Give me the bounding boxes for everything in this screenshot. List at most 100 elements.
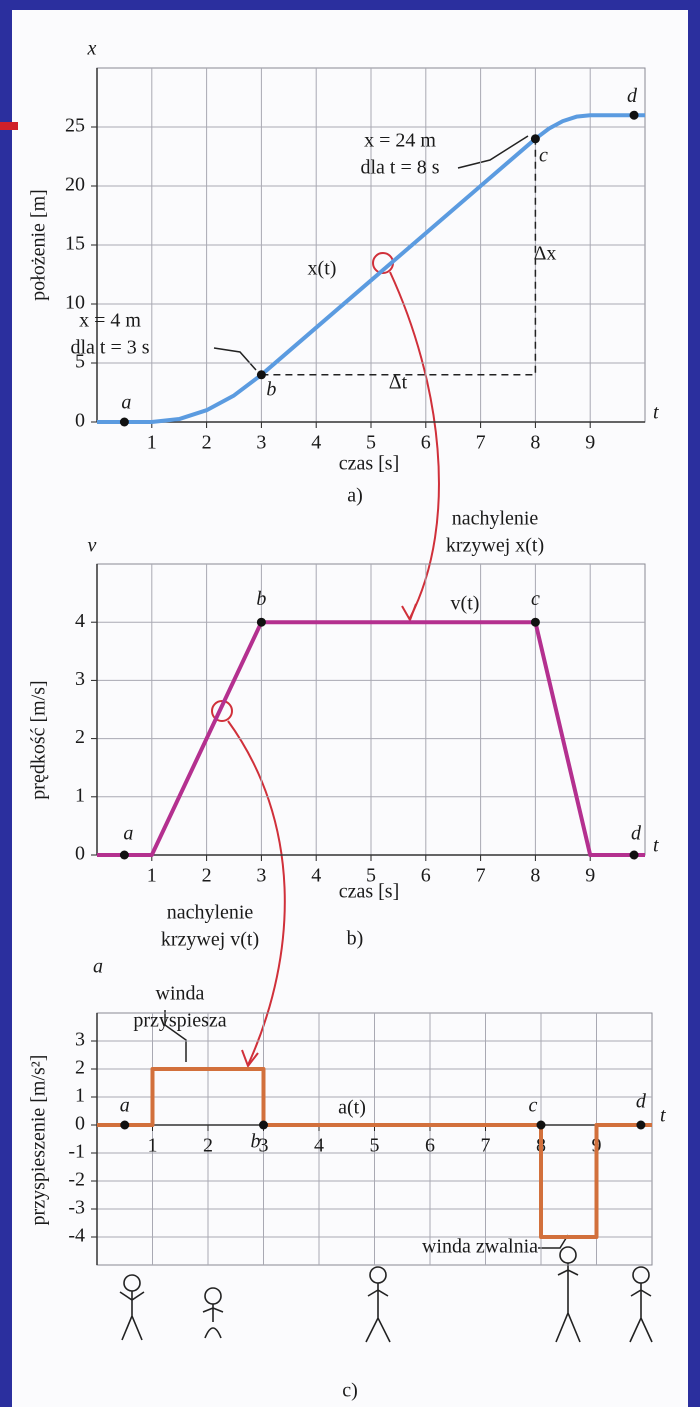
annotation: x(t) [308, 258, 337, 280]
slope-arrow [227, 720, 286, 1066]
leader-line [538, 1234, 569, 1249]
x-axis-label: czas [s] [339, 881, 400, 903]
stick-figures [119, 1246, 653, 1343]
x-tick-label: 8 [530, 865, 540, 887]
y-tick-label: 0 [75, 1113, 85, 1135]
x-tick-label: 5 [370, 1135, 380, 1157]
data-line [97, 1067, 652, 1239]
y-tick-label: 4 [75, 610, 85, 632]
x-tick-label: 5 [366, 865, 376, 887]
y-tick-label: 1 [75, 784, 85, 806]
caption: a) [347, 485, 363, 507]
point-label: a [121, 392, 131, 414]
x-tick-label: 4 [311, 865, 321, 887]
annotation: winda zwalnia [422, 1236, 538, 1258]
y-axis-symbol: v [88, 535, 97, 557]
point-label: d [631, 823, 642, 845]
point-label: c [529, 1095, 538, 1117]
key-point [256, 370, 266, 380]
leader-line [164, 1010, 187, 1062]
paper [12, 10, 688, 1407]
caption: b) [347, 928, 364, 950]
annotation: x = 4 m [79, 310, 141, 332]
data-line [97, 620, 645, 857]
x-tick-label: 9 [585, 432, 595, 454]
key-point [530, 617, 540, 627]
key-point [120, 1120, 130, 1130]
slope-circle [211, 700, 233, 722]
y-tick-label: 3 [75, 1029, 85, 1051]
x-tick-label: 2 [202, 432, 212, 454]
x-tick-label: 6 [425, 1135, 435, 1157]
point-label: a [120, 1095, 130, 1117]
annotation: winda [156, 983, 205, 1005]
key-point [530, 134, 540, 144]
y-tick-label: -3 [68, 1197, 85, 1219]
leader-line [457, 135, 529, 169]
x-axis-symbol: t [653, 835, 659, 857]
y-tick-label: 0 [75, 843, 85, 865]
arrow-head [401, 603, 417, 623]
annotation: nachylenie [167, 902, 254, 924]
y-axis-symbol: x [87, 38, 97, 60]
y-tick-label: 2 [75, 726, 85, 748]
chart: 1 2 3 4 5 6 7 8 9 0 5 10 15 20 25 t x położenie [m] czas [… [28, 38, 659, 507]
x-tick-label: 6 [421, 432, 431, 454]
key-point [119, 850, 129, 860]
annotation: a(t) [338, 1097, 366, 1119]
x-tick-label: 9 [585, 865, 595, 887]
annotation: krzywej v(t) [161, 929, 259, 951]
key-point [259, 1120, 268, 1130]
x-tick-label: 3 [256, 865, 266, 887]
annotation: x = 24 m [364, 130, 436, 152]
x-tick-label: 4 [314, 1135, 324, 1157]
y-tick-label: 1 [75, 1085, 85, 1107]
key-point [629, 850, 639, 860]
x-tick-label: 2 [203, 1135, 213, 1157]
y-tick-label: 2 [75, 1057, 85, 1079]
key-point [256, 617, 266, 627]
x-tick-label: 2 [202, 865, 212, 887]
point-label: c [539, 144, 548, 166]
y-tick-label: 5 [75, 351, 85, 373]
x-axis-symbol: t [660, 1105, 666, 1127]
key-point [636, 1120, 646, 1130]
point-label: d [636, 1091, 647, 1113]
x-tick-label: 7 [476, 432, 486, 454]
x-axis-label: czas [s] [339, 453, 400, 475]
y-tick-label: 0 [75, 410, 85, 432]
y-tick-label: 10 [65, 292, 85, 314]
arrow-head [241, 1049, 259, 1069]
annotation: dla t = 3 s [70, 337, 149, 359]
x-tick-label: 4 [311, 432, 321, 454]
y-tick-label: -4 [68, 1225, 85, 1247]
point-label: a [123, 823, 133, 845]
y-axis-symbol: a [93, 956, 103, 978]
y-tick-label: 25 [65, 115, 85, 137]
x-tick-label: 5 [366, 432, 376, 454]
data-line [97, 113, 645, 424]
y-tick-label: -2 [68, 1169, 85, 1191]
y-tick-label: 3 [75, 668, 85, 690]
x-tick-label: 3 [259, 1135, 269, 1157]
annotation: v(t) [451, 593, 480, 615]
point-label: b [266, 378, 276, 400]
y-tick-label: 15 [65, 233, 85, 255]
x-tick-label: 7 [481, 1135, 491, 1157]
annotation: przyspiesza [133, 1010, 226, 1032]
y-tick-label: -1 [68, 1141, 85, 1163]
red-mark [0, 122, 18, 130]
x-tick-label: 3 [256, 432, 266, 454]
x-axis-symbol: t [653, 402, 659, 424]
key-point [536, 1120, 546, 1130]
x-tick-label: 8 [530, 432, 540, 454]
point-label: d [627, 85, 638, 107]
key-point [629, 110, 639, 120]
y-tick-label: 20 [65, 174, 85, 196]
point-label: c [531, 588, 540, 610]
leader-line [213, 347, 257, 371]
point-label: b [251, 1131, 261, 1153]
key-point [119, 417, 129, 427]
